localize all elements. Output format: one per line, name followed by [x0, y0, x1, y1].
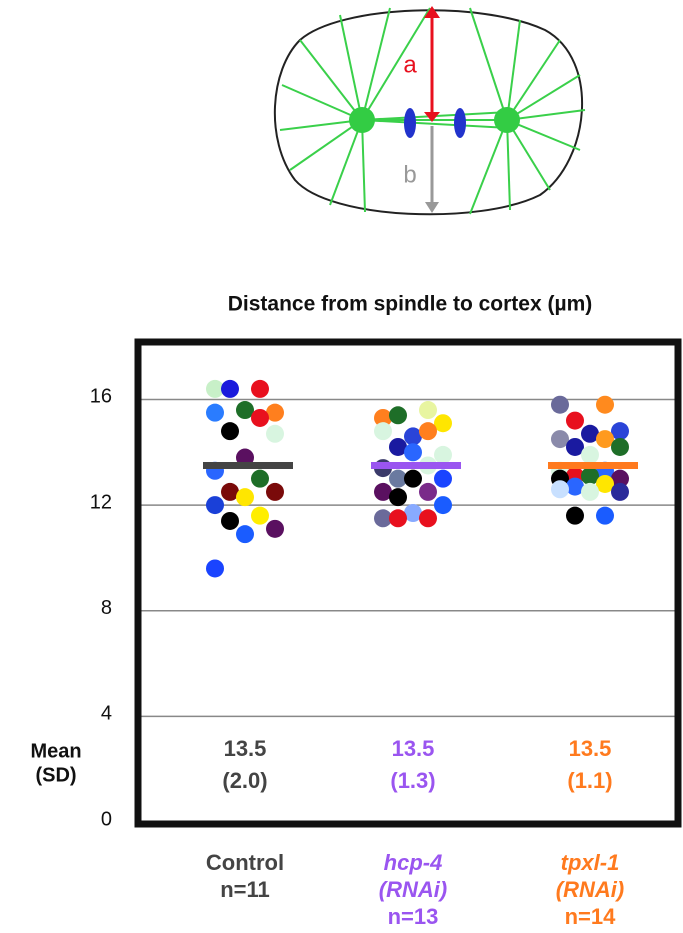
stats-label: (SD)	[35, 764, 76, 786]
dot	[236, 488, 254, 506]
dot	[434, 496, 452, 514]
n-label: n=13	[388, 904, 439, 928]
dot	[596, 507, 614, 525]
category-label: hcp-4	[384, 850, 443, 875]
dot	[419, 401, 437, 419]
stats-label: Mean	[30, 740, 81, 762]
sd-label: (1.3)	[390, 768, 435, 793]
category-label: tpxl-1	[561, 850, 620, 875]
label-a: a	[403, 51, 417, 78]
dot	[221, 422, 239, 440]
dot	[206, 404, 224, 422]
dot	[419, 422, 437, 440]
dot	[221, 512, 239, 530]
dot	[596, 396, 614, 414]
category-label: (RNAi)	[379, 877, 447, 902]
figure: a b Distance from spindle to cortex (µm)…	[0, 0, 683, 928]
dot	[206, 496, 224, 514]
n-label: n=14	[565, 904, 617, 928]
dot	[266, 483, 284, 501]
dot	[266, 425, 284, 443]
spindle-pole	[494, 107, 520, 133]
dot	[251, 507, 269, 525]
mean-label: 13.5	[392, 736, 435, 761]
dot	[419, 509, 437, 527]
y-tick-label: 8	[101, 597, 112, 619]
dot	[611, 438, 629, 456]
dot	[434, 470, 452, 488]
y-tick-label: 16	[90, 386, 112, 408]
mean-label: 13.5	[224, 736, 267, 761]
dot	[581, 483, 599, 501]
spindle-pole	[349, 107, 375, 133]
mean-label: 13.5	[569, 736, 612, 761]
dot	[566, 412, 584, 430]
dot	[389, 509, 407, 527]
dot	[389, 488, 407, 506]
sd-label: (1.1)	[567, 768, 612, 793]
dot	[566, 507, 584, 525]
dot	[419, 483, 437, 501]
chromosomes	[404, 108, 416, 138]
dot	[374, 422, 392, 440]
y-tick-label: 4	[101, 703, 112, 725]
dot	[266, 520, 284, 538]
chart-title: Distance from spindle to cortex (µm)	[228, 293, 593, 316]
n-label: n=11	[220, 877, 270, 902]
dot	[404, 443, 422, 461]
label-b: b	[403, 161, 416, 188]
dot	[236, 525, 254, 543]
dot	[251, 409, 269, 427]
dot	[251, 470, 269, 488]
dot	[404, 470, 422, 488]
sd-label: (2.0)	[222, 768, 267, 793]
dot	[389, 406, 407, 424]
category-label: Control	[206, 850, 284, 875]
embryo-diagram: a b	[275, 6, 585, 214]
dot	[551, 396, 569, 414]
dot	[611, 483, 629, 501]
chromosomes	[454, 108, 466, 138]
dot	[551, 480, 569, 498]
arrow-b-head	[425, 202, 439, 213]
category-label: (RNAi)	[556, 877, 624, 902]
dot	[581, 446, 599, 464]
dot	[251, 380, 269, 398]
dot	[221, 380, 239, 398]
y-tick-label: 12	[90, 491, 112, 513]
dot	[434, 446, 452, 464]
page: {"diagram": {"label_a": "a", "label_b": …	[0, 0, 683, 928]
y-tick-label: 0	[101, 808, 112, 830]
dot	[206, 559, 224, 577]
